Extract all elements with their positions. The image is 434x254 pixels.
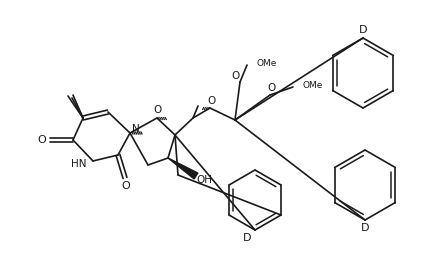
Text: O: O <box>267 83 276 93</box>
Text: O: O <box>37 135 46 145</box>
Text: O: O <box>207 96 216 106</box>
Text: D: D <box>242 233 251 243</box>
Text: O: O <box>154 105 162 115</box>
Text: D: D <box>360 223 368 233</box>
Text: O: O <box>231 71 240 81</box>
Polygon shape <box>168 158 197 179</box>
Text: D: D <box>358 25 366 35</box>
Text: HN: HN <box>71 159 86 169</box>
Text: OMe: OMe <box>302 81 322 89</box>
Text: O: O <box>122 181 130 191</box>
Text: N: N <box>132 124 140 134</box>
Text: OH: OH <box>196 175 211 185</box>
Text: OMe: OMe <box>256 58 277 68</box>
